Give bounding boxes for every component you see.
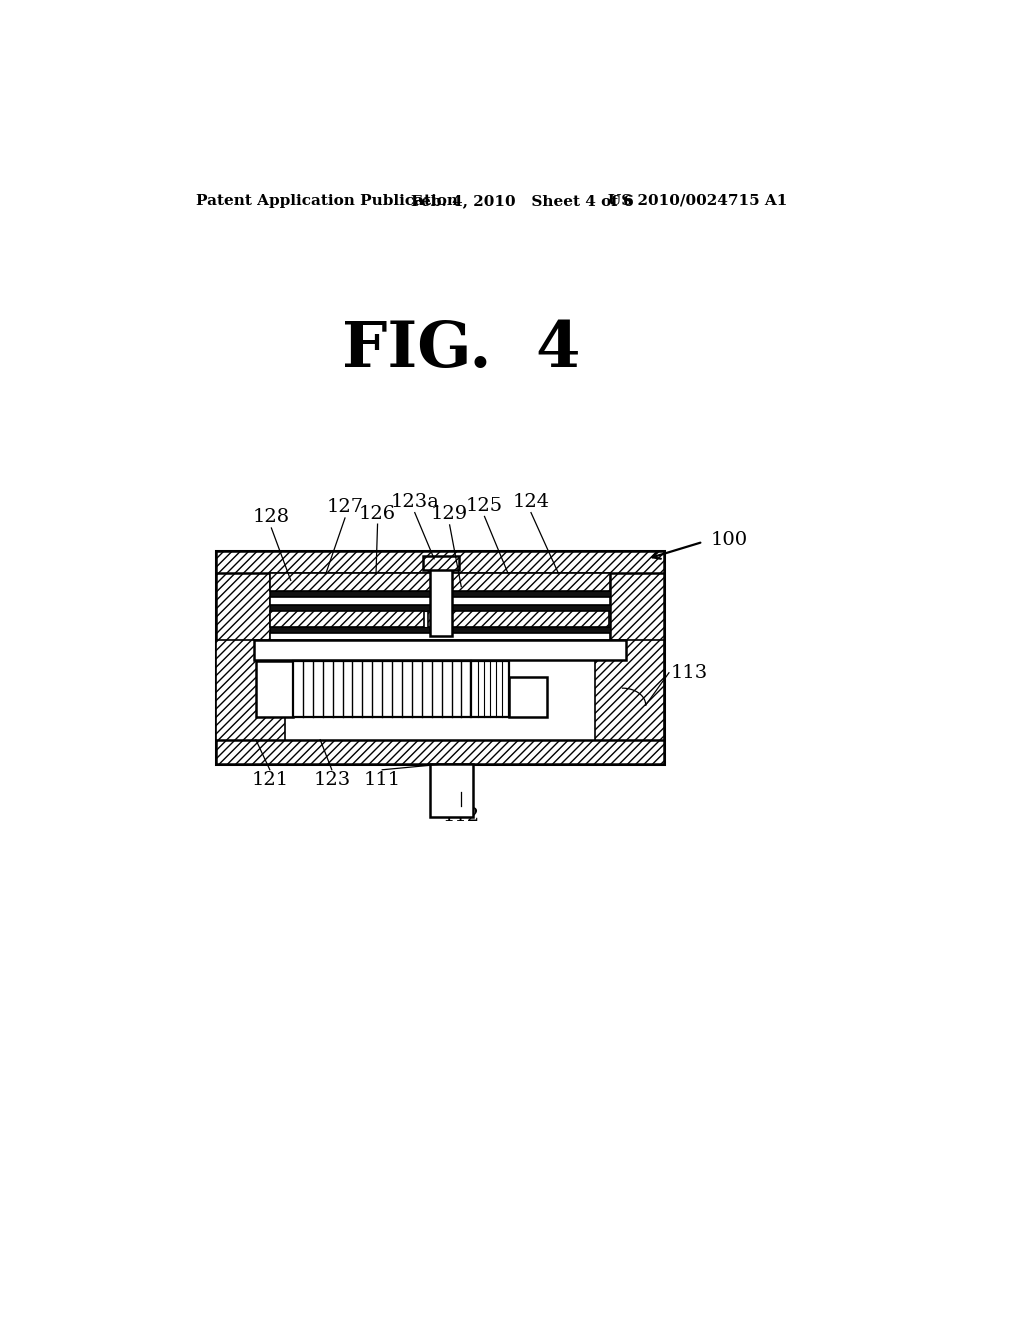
- Bar: [509, 677, 547, 717]
- Text: 124: 124: [512, 494, 550, 511]
- Text: 125: 125: [466, 496, 503, 515]
- Bar: [595, 640, 665, 743]
- Bar: [430, 566, 452, 636]
- Text: 111: 111: [364, 771, 400, 788]
- Bar: [270, 591, 610, 597]
- Text: 112: 112: [442, 807, 480, 825]
- Bar: [471, 661, 509, 717]
- Text: 100: 100: [711, 532, 748, 549]
- Bar: [216, 739, 665, 764]
- Text: Feb. 4, 2010   Sheet 4 of 6: Feb. 4, 2010 Sheet 4 of 6: [411, 194, 634, 207]
- Bar: [270, 605, 610, 611]
- Bar: [216, 640, 286, 743]
- Bar: [216, 552, 665, 764]
- Text: 129: 129: [431, 506, 468, 524]
- Bar: [293, 661, 471, 717]
- Text: 126: 126: [359, 504, 396, 523]
- Bar: [216, 552, 270, 667]
- Bar: [270, 632, 610, 640]
- Bar: [430, 764, 473, 817]
- Text: 123a: 123a: [390, 494, 439, 511]
- Text: 127: 127: [327, 499, 364, 516]
- Text: 113: 113: [671, 664, 708, 681]
- Bar: [256, 661, 293, 717]
- Text: FIG.  4: FIG. 4: [342, 319, 581, 380]
- Bar: [270, 597, 610, 605]
- Bar: [270, 627, 610, 632]
- Bar: [216, 552, 665, 573]
- Bar: [254, 640, 626, 660]
- Bar: [610, 552, 665, 667]
- Bar: [270, 573, 610, 591]
- Text: US 2010/0024715 A1: US 2010/0024715 A1: [608, 194, 787, 207]
- Text: 121: 121: [251, 771, 289, 788]
- Bar: [423, 557, 459, 570]
- Bar: [428, 611, 609, 627]
- Bar: [270, 611, 424, 627]
- Text: 123: 123: [313, 771, 350, 788]
- Text: 128: 128: [253, 508, 290, 527]
- Text: Patent Application Publication: Patent Application Publication: [197, 194, 458, 207]
